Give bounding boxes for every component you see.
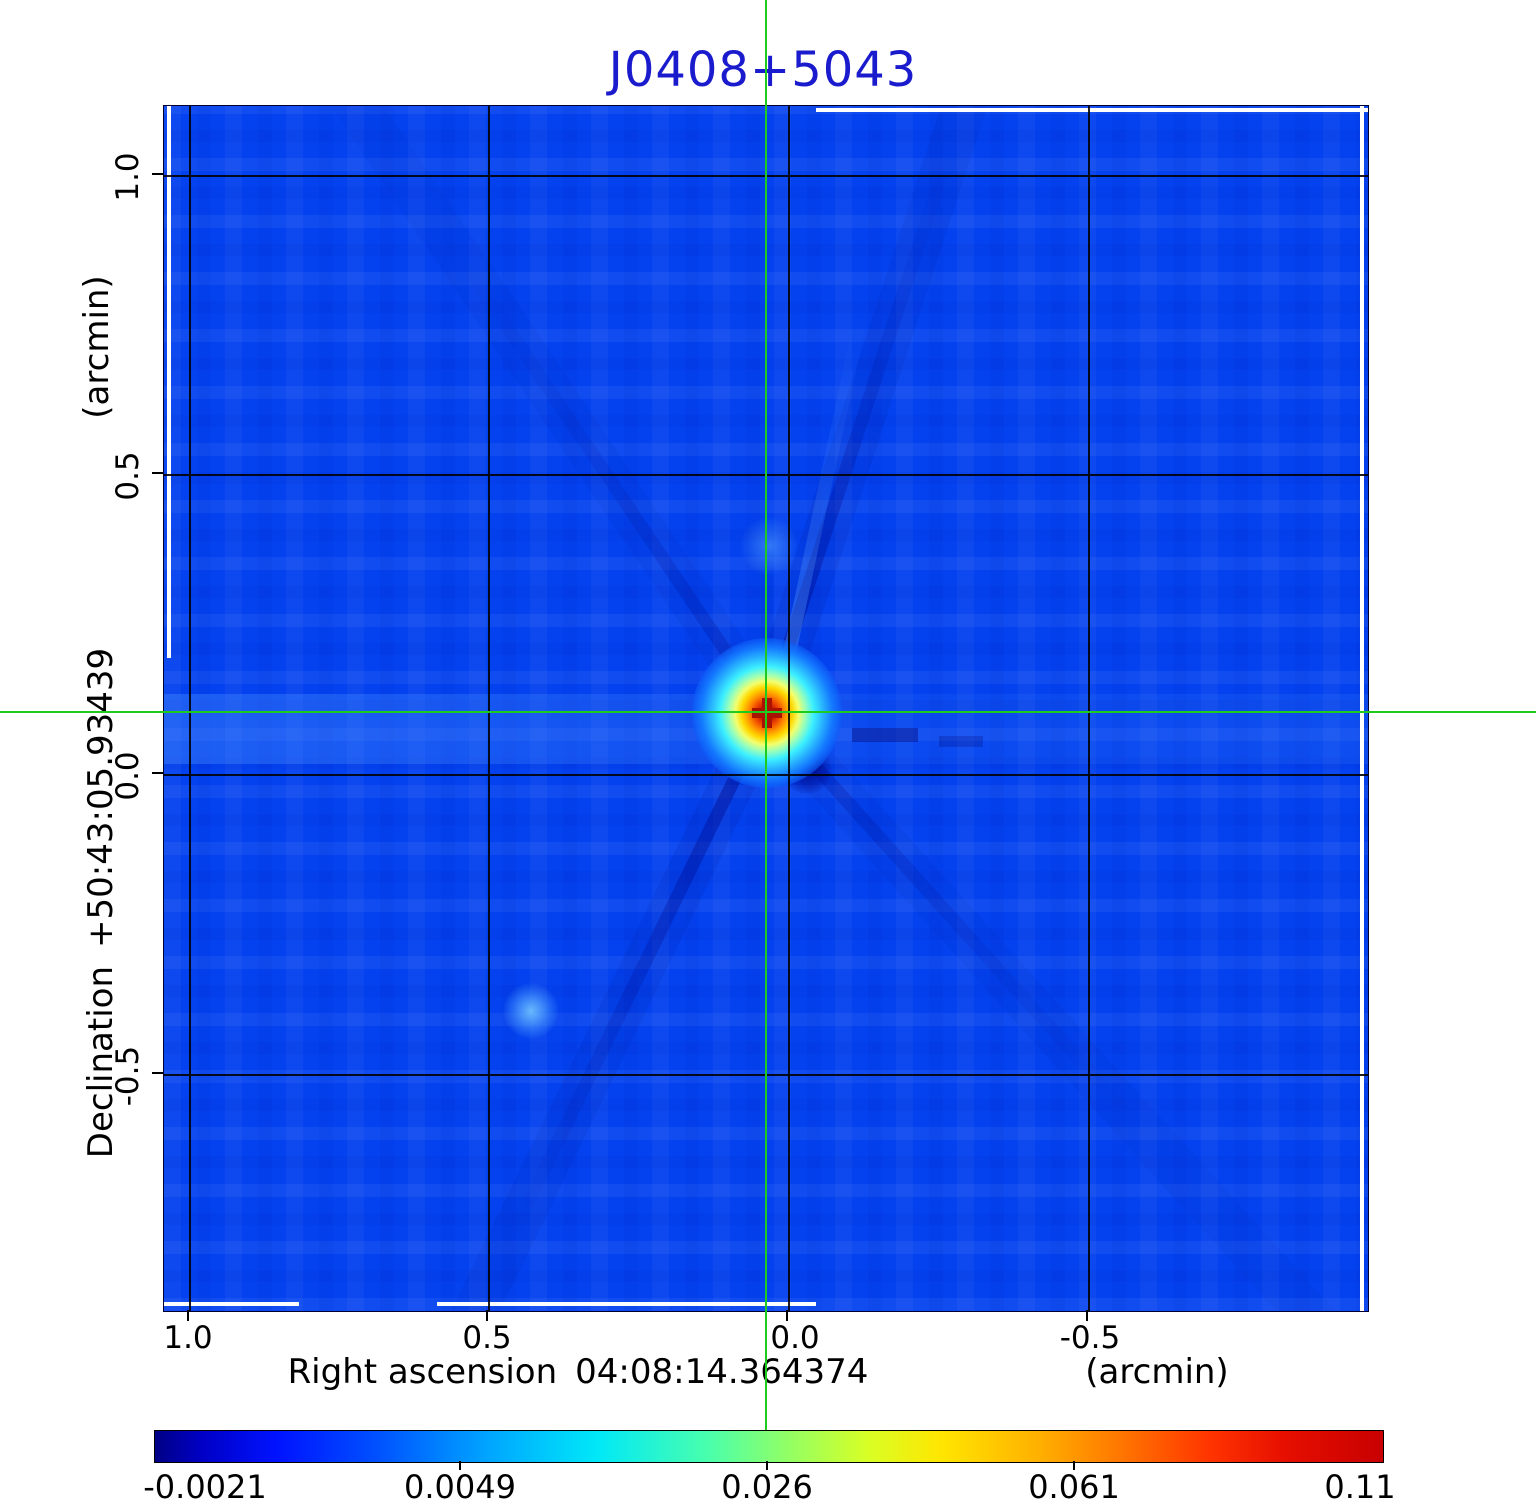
x-axis-value: 04:08:14.364374 <box>575 1352 869 1392</box>
colorbar-tick-label: 0.026 <box>721 1468 813 1500</box>
crosshair-horizontal-line <box>0 711 1536 713</box>
y-tick-label: 1.0 <box>110 152 146 202</box>
colorbar-tick <box>1073 1461 1075 1470</box>
grid-line <box>788 106 790 1311</box>
edge-artifact <box>167 106 171 658</box>
faint-blob <box>739 516 799 576</box>
colorbar-tick-label: 0.0049 <box>404 1468 516 1500</box>
colorbar-tick-label: 0.11 <box>1324 1468 1396 1500</box>
colorbar <box>154 1430 1384 1463</box>
x-axis-tick <box>786 1310 788 1321</box>
edge-artifact <box>437 1302 816 1306</box>
negative-sidelobe-dash <box>939 736 983 747</box>
x-axis-title: Right ascension 04:08:14.364374 <box>208 1352 948 1392</box>
x-axis-name: Right ascension <box>287 1352 558 1392</box>
x-tick-label: 0.5 <box>462 1320 512 1356</box>
y-axis-tick <box>152 1072 163 1074</box>
grid-line <box>488 106 490 1311</box>
x-axis-tick <box>1086 1310 1088 1321</box>
colorbar-tick-label: 0.061 <box>1028 1468 1120 1500</box>
secondary-source-blob <box>503 983 559 1039</box>
x-tick-label: 1.0 <box>163 1320 213 1356</box>
central-source <box>692 638 842 788</box>
x-tick-label: 0.0 <box>770 1320 820 1356</box>
x-axis-tick <box>187 1310 189 1321</box>
y-axis-tick <box>152 772 163 774</box>
grid-line <box>189 106 191 1311</box>
edge-artifact <box>816 108 1368 112</box>
y-axis-tick <box>152 472 163 474</box>
negative-sidelobe-dash <box>852 728 918 742</box>
y-axis-name: Declination <box>81 965 121 1159</box>
x-axis-unit: (arcmin) <box>1085 1352 1229 1392</box>
y-axis-tick <box>152 173 163 175</box>
crosshair-vertical-line <box>765 0 767 1430</box>
edge-artifact <box>1360 106 1364 1311</box>
colorbar-tick <box>459 1461 461 1470</box>
source-core-pixel <box>762 698 772 728</box>
edge-artifact <box>164 1302 299 1306</box>
colorbar-tick <box>766 1461 768 1470</box>
y-axis-value: +50:43:05.93439 <box>81 647 121 948</box>
x-tick-label: -0.5 <box>1059 1320 1121 1356</box>
y-axis-title: Declination +50:43:05.93439 <box>81 543 121 1263</box>
colorbar-tick-label: -0.0021 <box>143 1468 267 1500</box>
y-axis-unit: (arcmin) <box>77 275 117 419</box>
x-axis-tick <box>486 1310 488 1321</box>
grid-line <box>1088 106 1090 1311</box>
page-title: J0408+5043 <box>608 42 918 98</box>
